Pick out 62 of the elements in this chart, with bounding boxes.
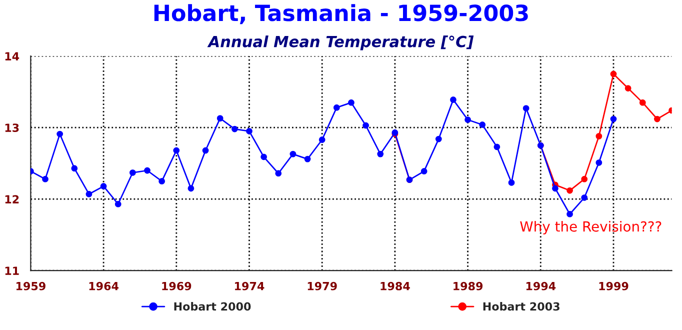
chart-title: Hobart, Tasmania - 1959-2003 [154,4,528,24]
point [144,167,150,174]
point [246,128,252,134]
x-tick-label: 1994 [526,282,556,290]
point [202,147,209,154]
point [420,168,428,174]
x-tick-label: 1999 [599,282,628,290]
point [624,85,632,92]
point [581,176,588,182]
point [158,178,166,184]
point [464,116,471,123]
point [639,99,646,106]
point [100,183,107,190]
point [610,70,617,78]
y-tick-label: 12 [5,195,19,204]
x-tick-label: 1959 [16,282,46,290]
x-tick-label: 1984 [380,282,410,290]
legend-label: Hobart 2000 [174,302,251,311]
point [304,156,311,162]
legend-label: Hobart 2003 [483,302,560,311]
point [173,147,180,154]
point [596,132,602,140]
point [86,190,92,198]
x-tick-label: 1969 [162,282,192,290]
chart-subtitle: Annual Mean Temperature [°C] [207,36,474,50]
point [318,136,326,143]
point [610,116,617,122]
point [522,105,530,112]
point [566,210,573,218]
y-tick-label: 14 [5,52,20,60]
point [275,170,282,177]
point [231,126,238,132]
point [494,144,500,150]
point [596,159,602,166]
y-tick-label: 11 [5,266,19,275]
point [348,99,354,106]
point [188,185,194,192]
point [333,104,340,111]
point [450,96,456,103]
point [129,169,136,176]
x-tick-label: 1964 [89,282,118,290]
annotation: Why the Revision??? [520,220,662,234]
point [362,122,369,129]
point [114,200,122,208]
point [71,165,78,172]
point [435,136,442,142]
point [290,150,296,158]
point [508,179,515,186]
point [581,194,588,201]
x-tick-label: 1989 [454,282,483,290]
point [216,115,224,122]
point [552,185,558,192]
point [56,130,64,138]
point [377,150,384,158]
y-tick-label: 13 [5,124,19,132]
point [42,176,48,182]
point [566,187,573,194]
point [479,122,486,128]
x-tick-label: 1974 [235,282,264,290]
x-tick-label: 1979 [308,282,337,290]
point [260,154,268,160]
point [654,116,660,122]
